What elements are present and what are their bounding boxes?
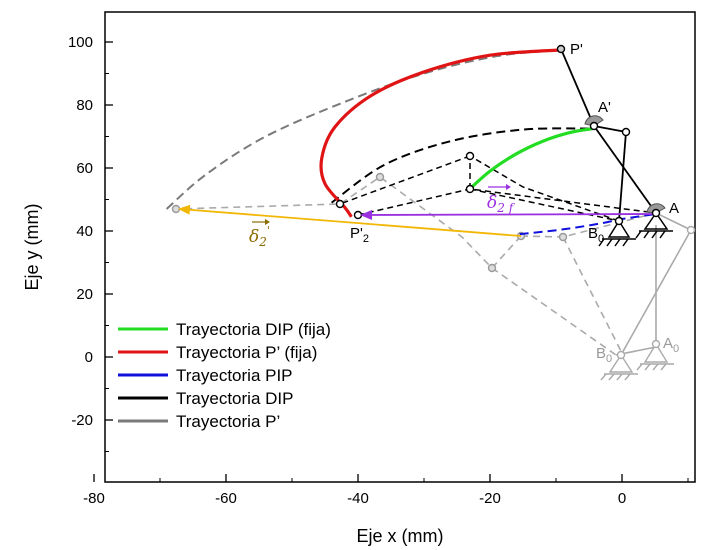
label-b0-gray: B0 [596,345,612,365]
joint-black-left [335,199,345,209]
ground-a [635,211,673,239]
label-a0-sub: 0 [673,343,679,355]
y-tick-label: 0 [85,349,93,366]
angle-marker-a-prime [584,115,604,127]
link-gray-b0 [620,229,692,356]
delta2f-arrow-head [506,184,511,190]
joint-black-top [621,127,631,137]
link-black-dashed-2 [469,154,620,222]
series-line-2 [519,212,659,236]
label-a: A [669,200,679,217]
joint-p2 [353,210,363,220]
delta2-sub: 2 [258,235,267,249]
y-tick-label: 40 [76,223,93,240]
label-b0-main: B [588,225,598,242]
x-tick-label: -20 [479,490,501,507]
y-tick-label: 80 [76,97,93,114]
link-black-dashed-3 [339,155,471,205]
joint-p-prime [556,44,566,54]
label-p2-sub: 2 [363,233,369,245]
joint-gray-3 [558,232,568,242]
link-gray-dashed-1 [175,176,522,270]
joint-gray-p-start [171,204,181,214]
y-tick-label: -20 [71,412,93,429]
ground-b0 [598,219,636,247]
series-line-0 [465,127,593,193]
label-b0-sub: 0 [598,233,604,245]
ground-a0-gray [636,342,674,371]
label-delta2-prime: δ2' [249,219,270,249]
label-b0-gray-main: B [596,345,606,362]
legend-label: Trayectoria P’ [176,412,280,431]
label-p-prime: P' [570,41,583,58]
label-a-prime: A' [598,99,611,116]
delta2f-symbol: δ [487,193,497,213]
legend: Trayectoria DIP (fija) Trayectoria P’ (fi… [118,320,331,431]
delta2-arrow-head [265,219,270,225]
y-axis-title: Eje y (mm) [22,204,42,291]
link-gray-top [655,212,692,231]
link-gray-dashed-3 [562,236,624,356]
mechanism-initial [171,172,696,381]
legend-label: Trayectoria PIP [176,366,293,385]
link-gray-a0 [615,225,657,356]
joint-gray-2 [487,263,497,273]
series-line-1 [319,48,563,218]
joint-a0 [651,339,661,349]
joint-b0-black [614,216,624,226]
label-a0: A0 [663,335,679,355]
joint-black-1 [465,151,475,161]
link-black-b0 [593,125,627,222]
legend-label: Trayectoria P’ (fija) [176,343,317,362]
delta2f-sub: 2 f [496,201,515,215]
joint-gray-top [686,225,696,235]
y-tick-label: 100 [68,34,93,51]
label-b0: B0 [588,225,604,245]
trajectory-curves [165,48,659,236]
delta2f-text: δ2 f [487,193,516,215]
series-line-4 [165,48,563,210]
angle-marker-a [646,203,666,214]
link-gray-dashed-4 [491,267,617,356]
x-tick-label: 0 [618,490,626,507]
delta2-symbol: δ [249,227,259,247]
x-axis-title: Eje x (mm) [357,526,444,546]
mechanism-final [335,44,673,247]
joint-black-mid [465,184,475,194]
legend-label: Trayectoria DIP [176,389,293,408]
x-tick-label: -40 [347,490,369,507]
delta2-prime: ' [267,224,270,237]
legend-label: Trayectoria DIP (fija) [176,320,331,339]
x-tick-label: -80 [83,490,105,507]
link-black-dashed-4 [469,188,620,222]
label-delta2f: δ2 f [487,184,516,215]
joint-b0 [616,350,626,360]
joint-a-prime [589,121,599,131]
y-tick-label: 60 [76,160,93,177]
ground-b0-gray [600,353,638,381]
vector-delta2-prime [178,204,522,237]
label-p2-main: P' [350,225,363,242]
vector-delta2f [360,209,653,220]
label-b0-gray-sub: 0 [606,353,612,365]
label-p2: P'2 [350,225,369,245]
joint-a [651,208,661,218]
label-a0-main: A [663,335,673,352]
delta2-text: δ2' [249,224,270,249]
x-tick-label: -60 [215,490,237,507]
y-tick-label: 20 [76,286,93,303]
joint-gray-1 [375,172,385,182]
plot-frame [104,11,696,483]
series-line-3 [331,127,593,204]
